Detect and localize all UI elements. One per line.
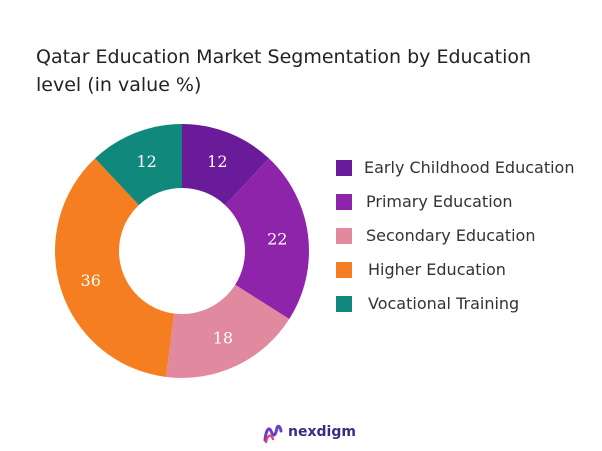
slice-secondary-education bbox=[166, 284, 290, 378]
legend-swatch bbox=[336, 228, 352, 244]
slice-value-label: 22 bbox=[267, 229, 287, 248]
brand-name: nexdigm bbox=[288, 424, 356, 440]
slice-early-childhood-education bbox=[182, 124, 269, 206]
slice-value-label: 36 bbox=[81, 271, 101, 290]
chart-data-labels: 12 22 18 36 12 bbox=[81, 152, 288, 347]
legend-swatch bbox=[336, 262, 352, 278]
legend-swatch bbox=[336, 296, 352, 312]
legend-swatch bbox=[336, 194, 352, 210]
slice-vocational-training bbox=[95, 124, 182, 206]
slice-higher-education bbox=[54, 158, 175, 377]
legend-label: Vocational Training bbox=[368, 294, 520, 313]
chart-title: Qatar Education Market Segmentation by E… bbox=[36, 46, 532, 96]
legend-label: Primary Education bbox=[366, 192, 513, 211]
legend-label: Higher Education bbox=[368, 260, 506, 279]
nexdigm-logo-icon bbox=[263, 424, 283, 444]
legend-swatch bbox=[336, 160, 352, 176]
slice-value-label: 18 bbox=[213, 328, 233, 347]
chart-slices bbox=[54, 124, 310, 378]
slice-value-label: 12 bbox=[207, 152, 227, 171]
slice-value-label: 12 bbox=[136, 152, 156, 171]
slice-primary-education bbox=[225, 158, 310, 320]
legend-label: Secondary Education bbox=[366, 226, 536, 245]
legend-label: Early Childhood Education bbox=[364, 158, 575, 177]
